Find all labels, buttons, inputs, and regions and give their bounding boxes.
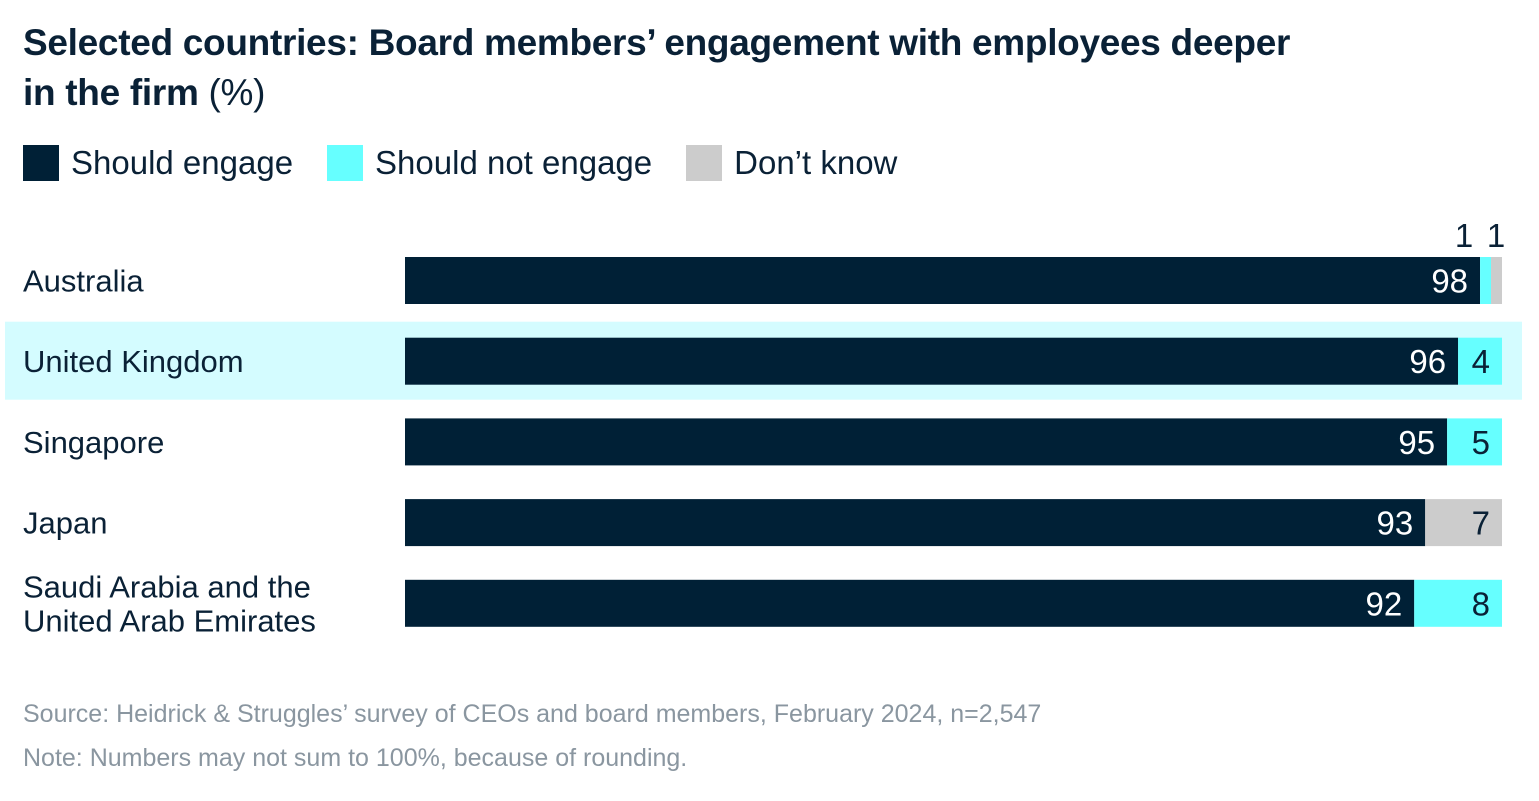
legend-label: Should not engage [375, 144, 653, 181]
legend: Should engage Should not engage Don’t kn… [23, 144, 931, 182]
legend-label: Should engage [71, 144, 294, 181]
data-label: 1 [1487, 217, 1505, 254]
bar-segment [405, 499, 1426, 547]
category-label: United Arab Emirates [23, 603, 316, 638]
bar-segment [1425, 499, 1502, 547]
legend-item-should-engage: Should engage [23, 144, 293, 182]
data-label: 95 [1398, 424, 1435, 461]
category-label: Saudi Arabia and the [23, 569, 311, 604]
data-label: 1 [1455, 217, 1473, 254]
bar-segment [405, 257, 1481, 304]
chart-title: Selected countries: Board members’ engag… [23, 18, 1323, 118]
bar-segment [1458, 337, 1502, 385]
title-unit: (%) [208, 72, 266, 113]
title-text: Selected countries: Board members’ engag… [23, 22, 1291, 113]
data-label: 96 [1409, 343, 1446, 380]
legend-swatch [23, 145, 59, 181]
data-label: 8 [1472, 585, 1490, 622]
legend-item-dont-know: Don’t know [686, 144, 897, 182]
category-label: Japan [23, 506, 107, 541]
source-note: Source: Heidrick & Struggles’ survey of … [23, 700, 1042, 728]
data-label: 5 [1472, 424, 1490, 461]
bar-segment [1414, 579, 1502, 627]
bar-segment [1491, 257, 1502, 304]
bar-segment [405, 337, 1459, 385]
data-label: 4 [1472, 343, 1490, 380]
bar-segment [1480, 257, 1492, 304]
footnote: Note: Numbers may not sum to 100%, becau… [23, 744, 688, 772]
bar-segment [1447, 418, 1502, 466]
bar-segment [405, 579, 1415, 627]
data-label: 92 [1366, 585, 1403, 622]
data-label: 98 [1431, 263, 1468, 300]
bar-segment [405, 418, 1448, 466]
legend-swatch [327, 145, 364, 181]
legend-swatch [686, 145, 723, 181]
legend-item-should-not-engage: Should not engage [327, 144, 652, 182]
category-label: United Kingdom [23, 344, 244, 379]
category-label: Australia [23, 264, 144, 299]
data-label: 93 [1376, 505, 1413, 542]
category-label: Singapore [23, 425, 164, 460]
legend-label: Don’t know [734, 144, 898, 181]
data-label: 7 [1472, 505, 1490, 542]
